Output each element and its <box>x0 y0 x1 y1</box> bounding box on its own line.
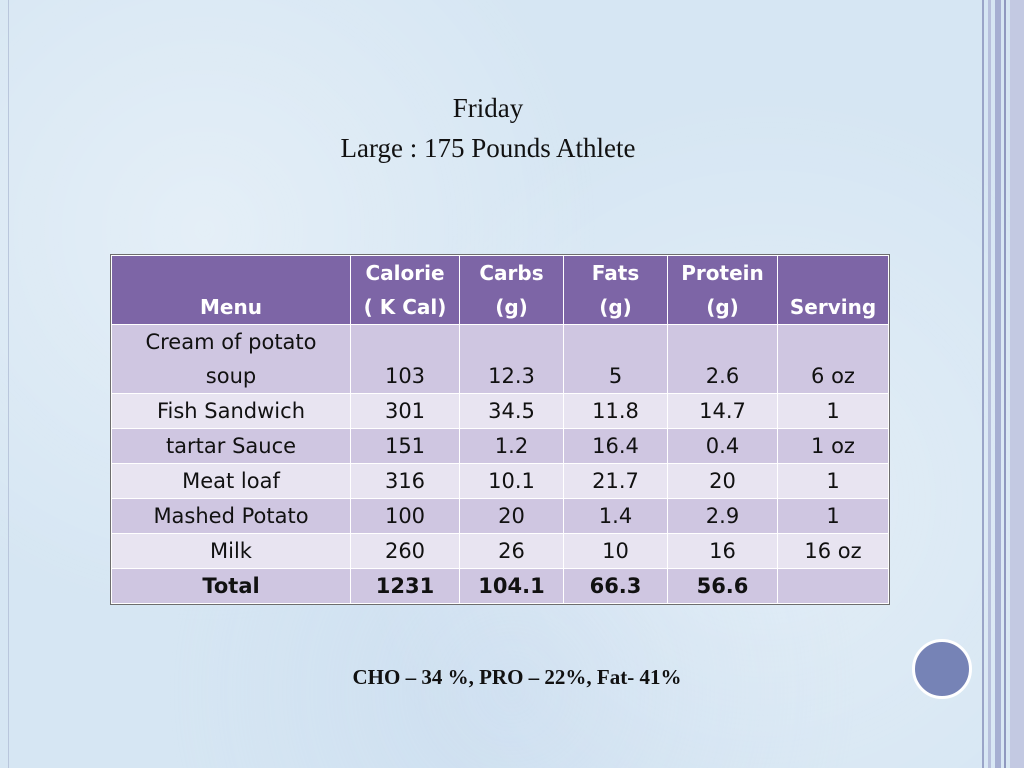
title-day: Friday <box>452 93 524 123</box>
table-row: Mashed Potato 100 20 1.4 2.9 1 <box>111 498 889 534</box>
cell-carbs: 20 <box>459 498 564 534</box>
total-fats: 66.3 <box>563 568 668 604</box>
cell-protein: 2.9 <box>667 498 778 534</box>
total-label: Total <box>111 568 351 604</box>
cell-menu: tartar Sauce <box>111 428 351 464</box>
rail-line <box>995 0 1001 768</box>
header-fats: Fats (g) <box>563 255 668 325</box>
cell-fats: 16.4 <box>563 428 668 464</box>
total-serving <box>777 568 889 604</box>
table-row: Cream of potato soup 103 12.3 5 2.6 6 oz <box>111 324 889 394</box>
cell-protein: 0.4 <box>667 428 778 464</box>
cell-menu: Fish Sandwich <box>111 393 351 429</box>
cell-calorie: 100 <box>350 498 460 534</box>
cell-serving: 6 oz <box>777 324 889 394</box>
cell-calorie: 316 <box>350 463 460 499</box>
header-carbs: Carbs (g) <box>459 255 564 325</box>
cell-carbs: 1.2 <box>459 428 564 464</box>
cell-protein: 2.6 <box>667 324 778 394</box>
table-row: Meat loaf 316 10.1 21.7 20 1 <box>111 463 889 499</box>
total-calorie: 1231 <box>350 568 460 604</box>
cell-menu: Milk <box>111 533 351 569</box>
cell-menu: Mashed Potato <box>111 498 351 534</box>
cell-protein: 20 <box>667 463 778 499</box>
cell-serving: 16 oz <box>777 533 889 569</box>
cell-serving: 1 oz <box>777 428 889 464</box>
cell-calorie: 301 <box>350 393 460 429</box>
left-border-line <box>8 0 9 768</box>
cell-fats: 21.7 <box>563 463 668 499</box>
cell-serving: 1 <box>777 393 889 429</box>
table-row: tartar Sauce 151 1.2 16.4 0.4 1 oz <box>111 428 889 464</box>
rail-line <box>988 0 991 768</box>
total-protein: 56.6 <box>667 568 778 604</box>
cell-carbs: 26 <box>459 533 564 569</box>
header-serving: Serving <box>777 255 889 325</box>
cell-calorie: 151 <box>350 428 460 464</box>
slide-title: Friday Large : 175 Pounds Athlete <box>0 88 976 168</box>
table-row: Fish Sandwich 301 34.5 11.8 14.7 1 <box>111 393 889 429</box>
nutrition-table: Menu Calorie( K Cal) Carbs (g) Fats (g) Pr… <box>110 254 890 605</box>
cell-carbs: 34.5 <box>459 393 564 429</box>
cell-carbs: 12.3 <box>459 324 564 394</box>
total-carbs: 104.1 <box>459 568 564 604</box>
table-row: Milk 260 26 10 16 16 oz <box>111 533 889 569</box>
cell-menu: Cream of potato soup <box>111 324 351 394</box>
total-row: Total 1231 104.1 66.3 56.6 <box>111 568 889 604</box>
cell-serving: 1 <box>777 463 889 499</box>
rail-line <box>1004 0 1006 768</box>
header-menu: Menu <box>111 255 351 325</box>
cell-fats: 10 <box>563 533 668 569</box>
rail-line <box>982 0 984 768</box>
header-calorie: Calorie( K Cal) <box>350 255 460 325</box>
cell-menu: Meat loaf <box>111 463 351 499</box>
cell-fats: 5 <box>563 324 668 394</box>
macro-summary: CHO – 34 %, PRO – 22%, Fat- 41% <box>352 665 682 689</box>
header-protein: Protein (g) <box>667 255 778 325</box>
cell-protein: 14.7 <box>667 393 778 429</box>
title-subtitle: Large : 175 Pounds Athlete <box>340 133 636 163</box>
table-header-row: Menu Calorie( K Cal) Carbs (g) Fats (g) Pr… <box>111 255 889 325</box>
cell-calorie: 260 <box>350 533 460 569</box>
rail-line <box>1010 0 1024 768</box>
cell-carbs: 10.1 <box>459 463 564 499</box>
decorative-circle <box>912 639 972 699</box>
decorative-rails <box>976 0 1024 768</box>
cell-protein: 16 <box>667 533 778 569</box>
cell-serving: 1 <box>777 498 889 534</box>
cell-calorie: 103 <box>350 324 460 394</box>
cell-fats: 11.8 <box>563 393 668 429</box>
cell-fats: 1.4 <box>563 498 668 534</box>
